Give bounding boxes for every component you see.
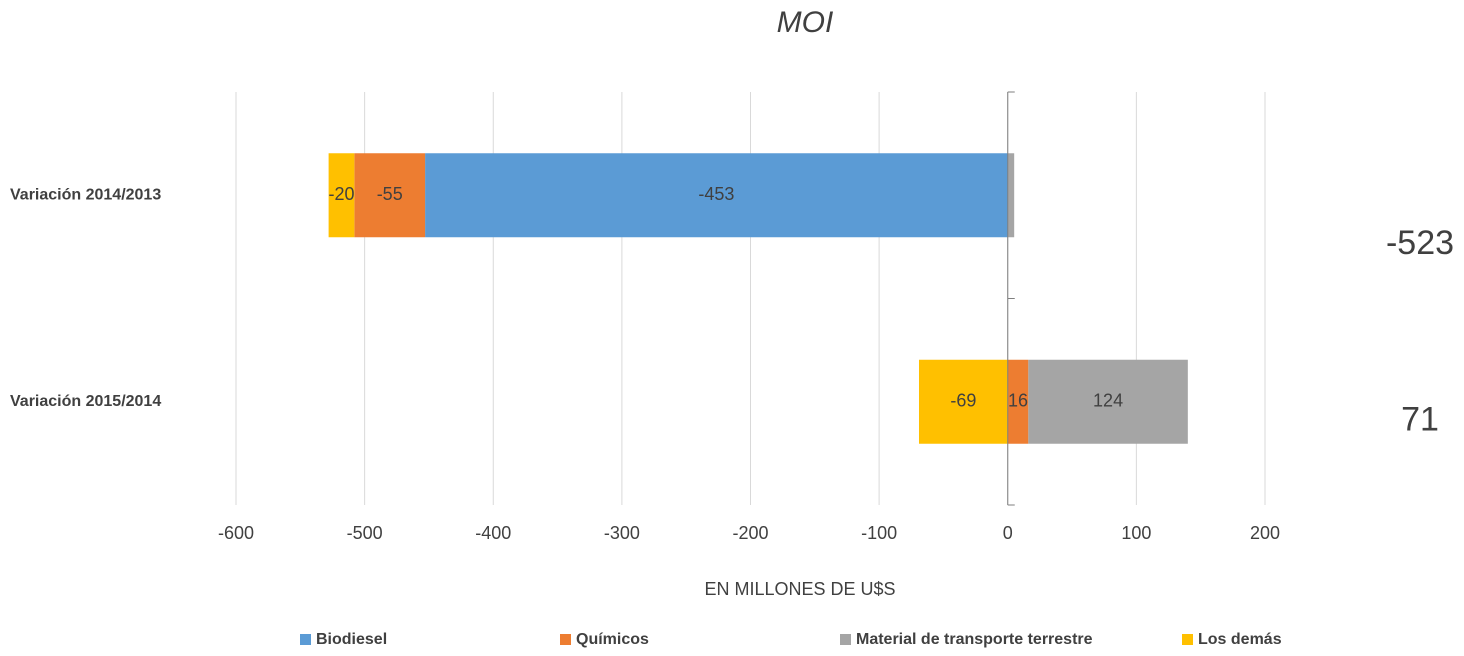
bar-segment <box>1007 359 1029 444</box>
x-tick-label: 200 <box>1250 523 1280 543</box>
legend-label: Material de transporte terrestre <box>856 631 1093 648</box>
legend-swatch <box>300 634 311 645</box>
x-tick-label: -100 <box>861 523 897 543</box>
legend-label: Biodiesel <box>316 631 387 648</box>
legend-swatch <box>840 634 851 645</box>
data-label: 16 <box>1008 391 1028 411</box>
legend-swatch <box>560 634 571 645</box>
data-label: 124 <box>1093 391 1123 411</box>
bar-segment <box>918 359 1008 444</box>
x-tick-label: -200 <box>732 523 768 543</box>
bar-segment <box>1007 153 1015 238</box>
chart-title: MOI <box>777 6 834 39</box>
x-tick-label: -500 <box>347 523 383 543</box>
y-tick-label: Variación 2015/2014 <box>10 393 161 410</box>
bar-segment <box>1028 359 1188 444</box>
bar-segment <box>425 153 1008 238</box>
x-tick-label: 0 <box>1003 523 1013 543</box>
x-tick-label: 100 <box>1121 523 1151 543</box>
total-label: 71 <box>1401 401 1439 439</box>
bar-segment <box>354 153 426 238</box>
data-label: -453 <box>698 184 734 204</box>
x-tick-label: -300 <box>604 523 640 543</box>
x-axis-label: EN MILLONES DE U$S <box>704 579 895 599</box>
legend-swatch <box>1182 634 1193 645</box>
legend-label: Los demás <box>1198 631 1282 648</box>
data-label: -20 <box>328 184 354 204</box>
data-label: -55 <box>377 184 403 204</box>
total-label: -523 <box>1386 224 1454 262</box>
bar-segment <box>328 153 355 238</box>
y-tick-label: Variación 2014/2013 <box>10 186 161 203</box>
data-label: -69 <box>950 391 976 411</box>
x-tick-label: -400 <box>475 523 511 543</box>
x-tick-label: -600 <box>218 523 254 543</box>
legend-label: Químicos <box>576 631 649 648</box>
